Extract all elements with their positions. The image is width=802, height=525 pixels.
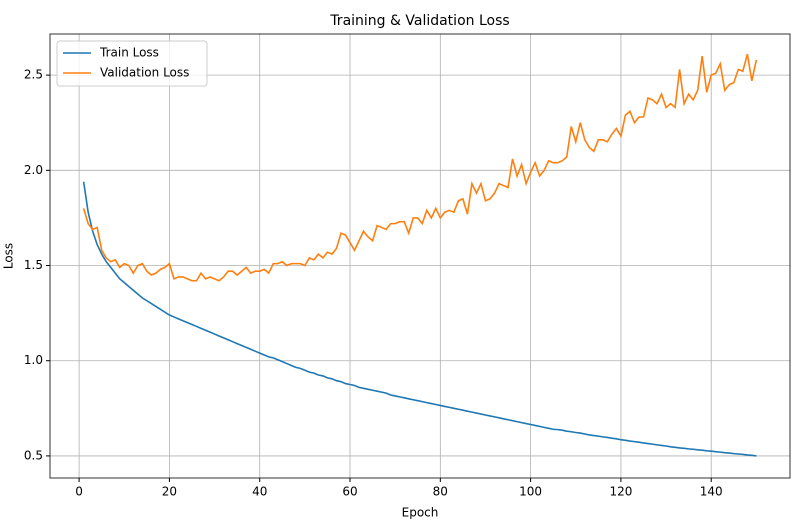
x-tick-label: 120 <box>609 485 632 499</box>
x-axis-label: Epoch <box>402 506 439 520</box>
y-tick-label: 2.5 <box>24 68 43 82</box>
x-tick-label: 80 <box>433 485 448 499</box>
x-tick-label: 100 <box>519 485 542 499</box>
y-tick-label: 1.5 <box>24 258 43 272</box>
legend-label: Train Loss <box>99 46 159 60</box>
x-tick-label: 60 <box>342 485 357 499</box>
y-tick-label: 1.0 <box>24 353 43 367</box>
x-tick-label: 140 <box>700 485 723 499</box>
legend-label: Validation Loss <box>100 66 189 80</box>
line-series <box>82 53 758 282</box>
plot-frame <box>49 33 791 479</box>
y-tick-label: 0.5 <box>24 448 43 462</box>
chart-title: Training & Validation Loss <box>329 13 509 29</box>
x-tick-label: 0 <box>75 485 83 499</box>
x-tick-label: 40 <box>252 485 267 499</box>
x-tick-label: 20 <box>162 485 177 499</box>
y-tick-label: 2.0 <box>24 163 43 177</box>
legend-box <box>56 40 208 87</box>
y-axis-label: Loss <box>2 243 16 269</box>
line-series <box>82 181 757 457</box>
